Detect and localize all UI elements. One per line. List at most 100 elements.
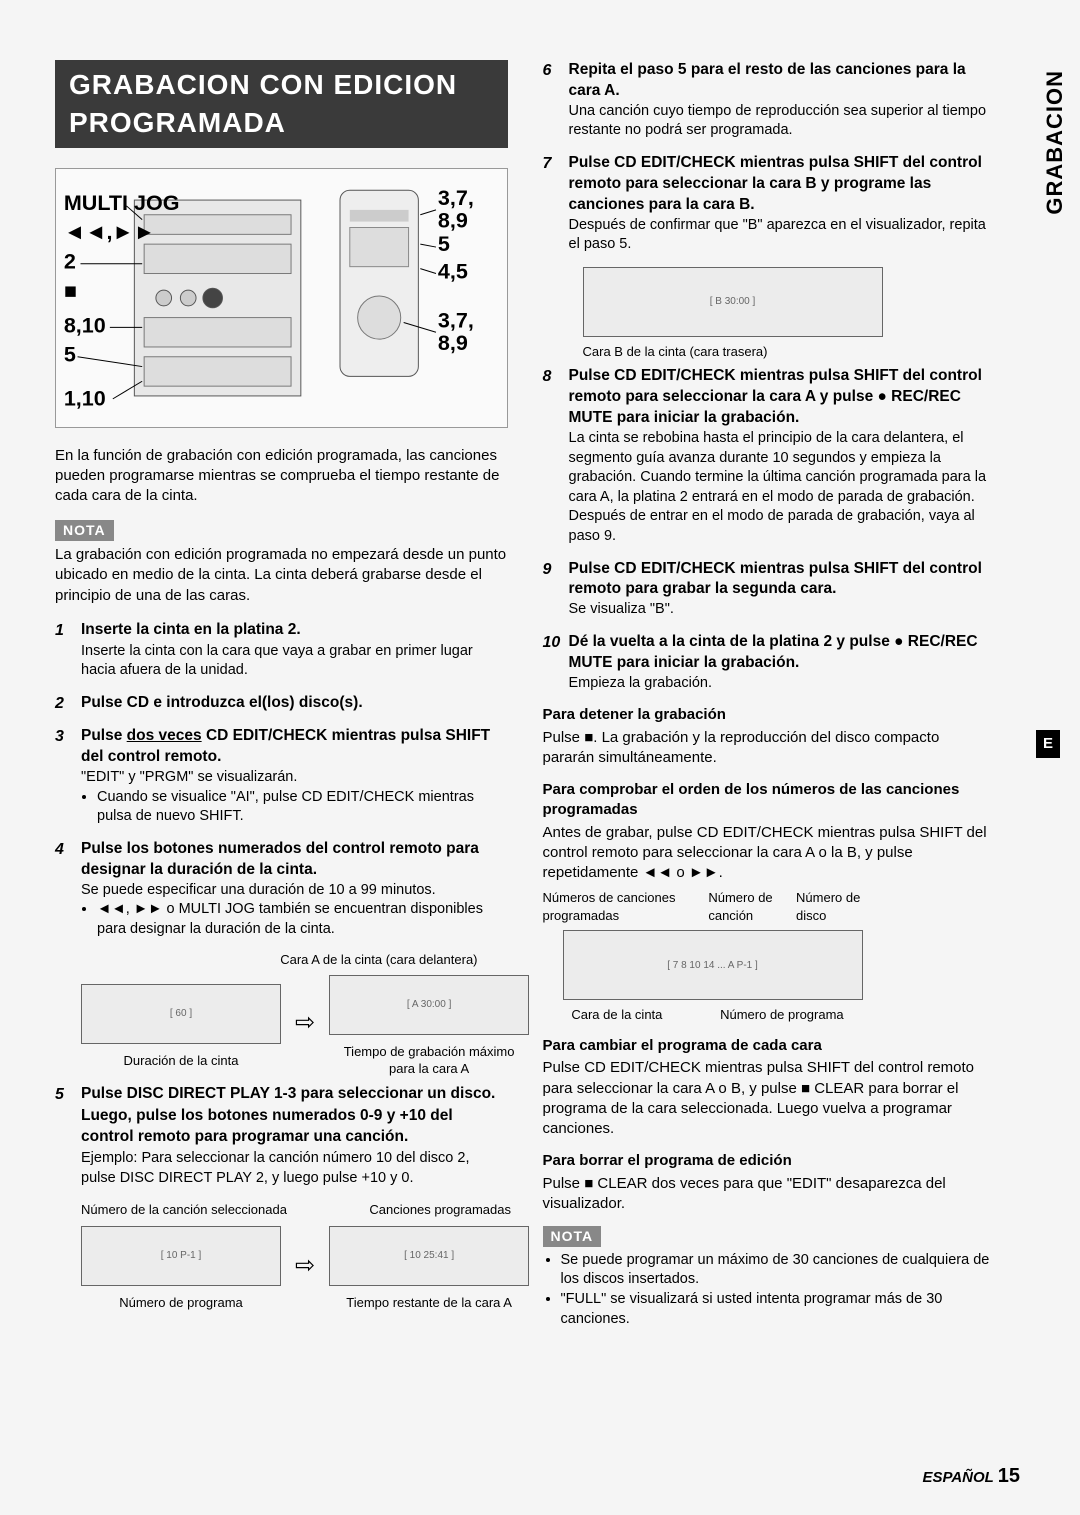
step-title: Repita el paso 5 para el resto de las ca… [569, 60, 996, 102]
step-body: Ejemplo: Para seleccionar la canción núm… [81, 1150, 470, 1186]
subhead-change: Para cambiar el programa de cada cara [543, 1036, 996, 1056]
caption: Canciones programadas [369, 1201, 511, 1219]
left-column: GRABACION CON EDICION PROGRAMADA MULTI J… [55, 60, 508, 1329]
step-title: Pulse CD EDIT/CHECK mientras pulsa SHIFT… [569, 559, 996, 601]
svg-text:2: 2 [64, 249, 76, 273]
nota1-text: La grabación con edición programada no e… [55, 545, 508, 606]
step-num: 4 [55, 839, 73, 881]
page-number: 15 [998, 1465, 1020, 1487]
step-body: "EDIT" y "PRGM" se visualizarán. [81, 769, 297, 785]
lcd-display: [ A 30:00 ] [329, 975, 529, 1035]
svg-text:MULTI JOG: MULTI JOG [64, 190, 180, 214]
caption: Cara de la cinta [571, 1006, 662, 1024]
subhead-erase: Para borrar el programa de edición [543, 1151, 996, 1171]
caption: Cara A de la cinta (cara delantera) [81, 951, 478, 969]
step-title2: Luego, pulse los botones numerados 0-9 y… [81, 1106, 508, 1148]
equipment-diagram: MULTI JOG ◄◄,►► 2 ■ 8,10 5 1,10 3,7, 8,9… [55, 168, 508, 428]
nota-badge: NOTA [543, 1226, 602, 1247]
right-column: 6Repita el paso 5 para el resto de las c… [543, 60, 1026, 1329]
svg-text:3,7,: 3,7, [438, 308, 474, 332]
step-num: 7 [543, 153, 561, 216]
arrow-icon: ⇨ [295, 1250, 315, 1282]
nota-badge: NOTA [55, 520, 114, 541]
step-1: 1 Inserte la cinta en la platina 2. Inser… [55, 620, 508, 681]
step-title: Pulse CD EDIT/CHECK mientras pulsa SHIFT… [569, 366, 996, 429]
caption: Duración de la cinta [124, 1052, 239, 1070]
step-2: 2 Pulse CD e introduzca el(los) disco(s). [55, 693, 508, 715]
lcd-display: [ 7 8 10 14 ... A P-1 ] [563, 930, 863, 1000]
display-step5: Número de la canción seleccionada Cancio… [81, 1201, 508, 1312]
step-body: Después de confirmar que "B" aparezca en… [569, 216, 996, 255]
step-body: Se visualiza "B". [569, 600, 996, 620]
page-title: GRABACION CON EDICION PROGRAMADA [55, 60, 508, 148]
para: Antes de grabar, pulse CD EDIT/CHECK mie… [543, 823, 996, 884]
svg-text:3,7,: 3,7, [438, 186, 474, 210]
svg-text:8,10: 8,10 [64, 313, 106, 337]
caption: Número de programa [720, 1006, 844, 1024]
para: Pulse ■. La grabación y la reproducción … [543, 728, 996, 769]
lcd-display: [ 10 P-1 ] [81, 1226, 281, 1286]
caption: Tiempo de grabación máximo para la cara … [329, 1043, 529, 1078]
step-5: 5 Pulse DISC DIRECT PLAY 1-3 para selecci… [55, 1084, 508, 1189]
side-tab: GRABACION [1040, 70, 1070, 215]
bullet: ◄◄, ►► o MULTI JOG también se encuentran… [97, 900, 508, 939]
lcd-display: [ 60 ] [81, 984, 281, 1044]
step-num: 6 [543, 60, 561, 102]
display-step7: [ B 30:00 ] Cara B de la cinta (cara tra… [583, 267, 996, 361]
step-title: Dé la vuelta a la cinta de la platina 2 … [569, 632, 996, 674]
step-body: Se puede especificar una duración de 10 … [81, 882, 436, 898]
lcd-display: [ B 30:00 ] [583, 267, 883, 337]
subhead-stop: Para detener la grabación [543, 705, 996, 725]
svg-text:8,9: 8,9 [438, 330, 468, 354]
svg-text:■: ■ [64, 279, 77, 303]
svg-text:4,5: 4,5 [438, 259, 468, 283]
step-title: Pulse los botones numerados del control … [81, 839, 508, 881]
step-title: Pulse CD EDIT/CHECK mientras pulsa SHIFT… [569, 153, 996, 216]
caption: Tiempo restante de la cara A [346, 1294, 512, 1312]
subhead-check: Para comprobar el orden de los números d… [543, 780, 996, 821]
step-10: 10Dé la vuelta a la cinta de la platina … [543, 632, 996, 693]
svg-text:5: 5 [64, 342, 76, 366]
caption: Número de la canción seleccionada [81, 1201, 287, 1219]
step-num: 5 [55, 1084, 73, 1106]
caption: Número de disco [796, 889, 872, 924]
bullet: Se puede programar un máximo de 30 canci… [561, 1251, 996, 1290]
caption: Cara B de la cinta (cara trasera) [583, 343, 996, 361]
page-footer: ESPAÑOL 15 [922, 1463, 1020, 1490]
para: Pulse ■ CLEAR dos veces para que "EDIT" … [543, 1174, 996, 1215]
caption: Números de canciones programadas [543, 889, 709, 924]
step-num: 8 [543, 366, 561, 429]
step-6: 6Repita el paso 5 para el resto de las c… [543, 60, 996, 141]
svg-text:◄◄,►►: ◄◄,►► [64, 220, 155, 244]
step-body: Inserte la cinta con la cara que vaya a … [81, 642, 508, 681]
svg-text:5: 5 [438, 232, 450, 256]
display-step4: Cara A de la cinta (cara delantera) [ 60… [81, 951, 508, 1078]
step-4: 4Pulse los botones numerados del control… [55, 839, 508, 940]
para: Pulse CD EDIT/CHECK mientras pulsa SHIFT… [543, 1058, 996, 1139]
step-3: 3Pulse dos veces CD EDIT/CHECK mientras … [55, 726, 508, 827]
step-num: 2 [55, 693, 73, 715]
arrow-icon: ⇨ [295, 1007, 315, 1039]
step-title: Pulse DISC DIRECT PLAY 1-3 para seleccio… [81, 1084, 495, 1106]
step-7: 7Pulse CD EDIT/CHECK mientras pulsa SHIF… [543, 153, 996, 255]
caption: Número de canción [708, 889, 796, 924]
step-num: 9 [543, 559, 561, 601]
step-8: 8Pulse CD EDIT/CHECK mientras pulsa SHIF… [543, 366, 996, 546]
bullet: "FULL" se visualizará si usted intenta p… [561, 1290, 996, 1329]
step-body: La cinta se rebobina hasta el principio … [569, 429, 996, 546]
step-title: Pulse dos veces CD EDIT/CHECK mientras p… [81, 726, 508, 768]
step-num: 1 [55, 620, 73, 642]
side-badge: E [1036, 730, 1060, 758]
svg-text:8,9: 8,9 [438, 208, 468, 232]
language-label: ESPAÑOL [922, 1469, 993, 1486]
step-num: 3 [55, 726, 73, 768]
step-body: Empieza la grabación. [569, 674, 996, 694]
step-title: Pulse CD e introduzca el(los) disco(s). [81, 693, 363, 715]
step-num: 10 [543, 632, 561, 674]
step-body: Una canción cuyo tiempo de reproducción … [569, 102, 996, 141]
caption: Número de programa [119, 1294, 243, 1312]
bullet: Cuando se visualice "AI", pulse CD EDIT/… [97, 788, 508, 827]
svg-text:1,10: 1,10 [64, 386, 106, 410]
lcd-display: [ 10 25:41 ] [329, 1226, 529, 1286]
step-title: Inserte la cinta en la platina 2. [81, 620, 301, 642]
